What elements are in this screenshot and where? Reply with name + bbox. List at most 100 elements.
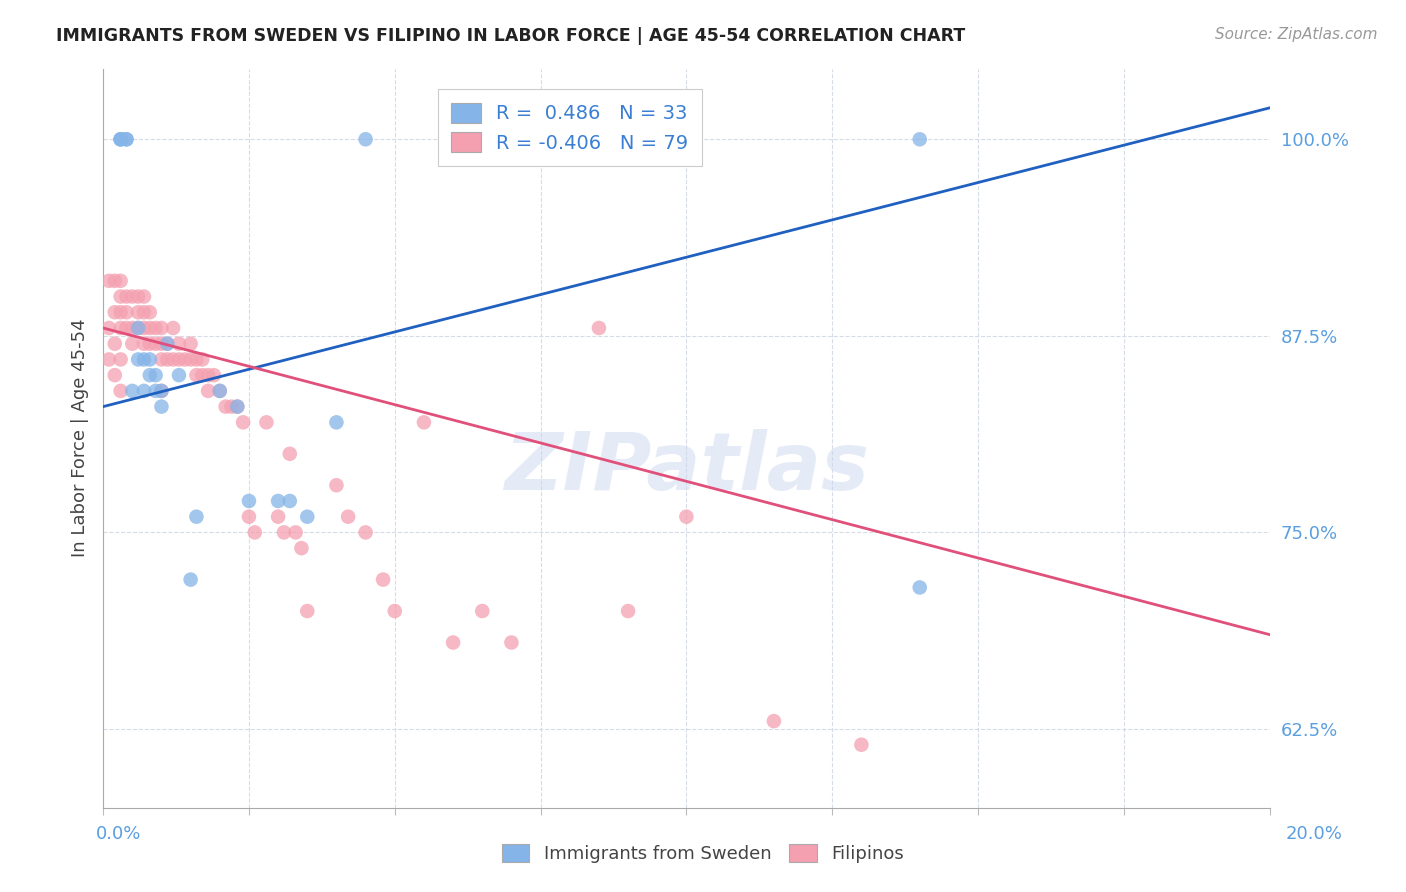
Point xyxy=(132,305,155,319)
Point xyxy=(110,352,132,367)
Legend: Immigrants from Sweden, Filipinos: Immigrants from Sweden, Filipinos xyxy=(492,833,914,874)
Point xyxy=(232,415,254,429)
Point xyxy=(167,352,190,367)
Point xyxy=(273,525,295,540)
Point xyxy=(167,368,190,383)
Point xyxy=(221,400,243,414)
Point xyxy=(121,384,143,398)
Point xyxy=(202,368,225,383)
Point xyxy=(115,132,138,146)
Point xyxy=(145,336,167,351)
Point xyxy=(97,274,120,288)
Point xyxy=(104,305,127,319)
Point xyxy=(110,384,132,398)
Point xyxy=(186,509,208,524)
Point xyxy=(115,321,138,335)
Point xyxy=(132,384,155,398)
Text: 20.0%: 20.0% xyxy=(1286,825,1343,843)
Point xyxy=(191,352,214,367)
Point xyxy=(267,494,290,508)
Point xyxy=(238,494,260,508)
Point xyxy=(238,509,260,524)
Point xyxy=(132,352,155,367)
Point xyxy=(471,604,494,618)
Point xyxy=(110,132,132,146)
Point xyxy=(384,604,406,618)
Point xyxy=(150,352,173,367)
Point xyxy=(226,400,249,414)
Point xyxy=(127,289,149,303)
Legend: R =  0.486   N = 33, R = -0.406   N = 79: R = 0.486 N = 33, R = -0.406 N = 79 xyxy=(437,89,702,166)
Point xyxy=(186,352,208,367)
Text: ZIPatlas: ZIPatlas xyxy=(503,429,869,507)
Point xyxy=(197,384,219,398)
Point xyxy=(97,321,120,335)
Point xyxy=(226,400,249,414)
Point xyxy=(110,274,132,288)
Point xyxy=(104,368,127,383)
Point xyxy=(127,321,149,335)
Point xyxy=(127,352,149,367)
Text: IMMIGRANTS FROM SWEDEN VS FILIPINO IN LABOR FORCE | AGE 45-54 CORRELATION CHART: IMMIGRANTS FROM SWEDEN VS FILIPINO IN LA… xyxy=(56,27,966,45)
Point xyxy=(243,525,266,540)
Point xyxy=(139,352,162,367)
Point xyxy=(256,415,278,429)
Point xyxy=(139,368,162,383)
Point xyxy=(617,604,640,618)
Point xyxy=(208,384,231,398)
Text: 0.0%: 0.0% xyxy=(96,825,141,843)
Point xyxy=(127,305,149,319)
Point xyxy=(851,738,873,752)
Point xyxy=(150,384,173,398)
Point xyxy=(139,336,162,351)
Point xyxy=(110,321,132,335)
Point xyxy=(145,384,167,398)
Point xyxy=(150,384,173,398)
Point xyxy=(115,289,138,303)
Point xyxy=(191,368,214,383)
Point xyxy=(180,352,202,367)
Point xyxy=(145,368,167,383)
Point xyxy=(908,132,931,146)
Point xyxy=(104,336,127,351)
Point xyxy=(132,336,155,351)
Point xyxy=(145,321,167,335)
Point xyxy=(337,509,360,524)
Point xyxy=(115,305,138,319)
Point xyxy=(139,305,162,319)
Point xyxy=(180,573,202,587)
Point xyxy=(150,321,173,335)
Point xyxy=(588,321,610,335)
Point xyxy=(110,305,132,319)
Point xyxy=(278,494,301,508)
Point xyxy=(325,478,347,492)
Point xyxy=(173,352,195,367)
Point xyxy=(132,321,155,335)
Point xyxy=(371,573,394,587)
Point xyxy=(675,509,697,524)
Point xyxy=(214,400,236,414)
Point xyxy=(501,132,523,146)
Point xyxy=(197,368,219,383)
Point xyxy=(908,581,931,595)
Point xyxy=(156,352,179,367)
Point xyxy=(354,525,377,540)
Point xyxy=(354,132,377,146)
Point xyxy=(162,321,184,335)
Point xyxy=(132,289,155,303)
Point xyxy=(121,289,143,303)
Point xyxy=(180,336,202,351)
Point xyxy=(471,132,494,146)
Point xyxy=(167,336,190,351)
Point xyxy=(501,132,523,146)
Point xyxy=(267,509,290,524)
Point xyxy=(156,336,179,351)
Point xyxy=(127,321,149,335)
Point xyxy=(121,336,143,351)
Y-axis label: In Labor Force | Age 45-54: In Labor Force | Age 45-54 xyxy=(72,318,89,558)
Point xyxy=(104,274,127,288)
Point xyxy=(110,289,132,303)
Point xyxy=(97,352,120,367)
Point xyxy=(150,400,173,414)
Point xyxy=(162,352,184,367)
